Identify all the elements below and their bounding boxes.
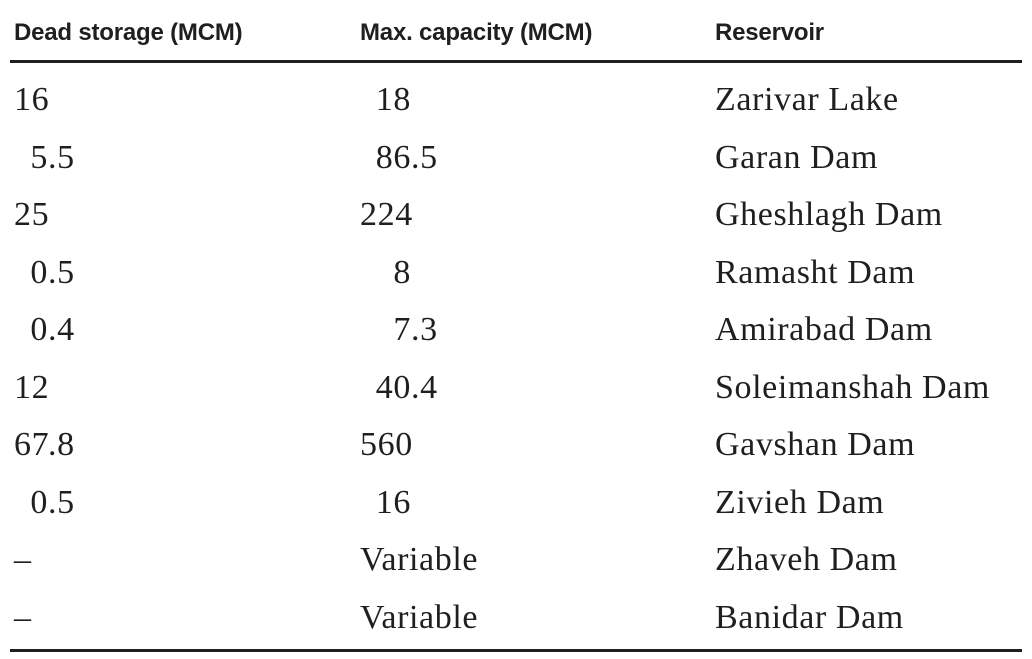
table-row: 12 40.4 Soleimanshah Dam — [10, 359, 1022, 417]
cell-dead-storage: 25 — [10, 186, 356, 244]
cell-dead-storage: 5.5 — [10, 129, 356, 187]
column-header-max-capacity: Max. capacity (MCM) — [360, 19, 593, 46]
cell-reservoir: Zivieh Dam — [715, 483, 885, 521]
integer-part: 40 — [375, 368, 411, 406]
table-row: 16 18 Zarivar Lake — [10, 71, 1022, 129]
cell-reservoir: Banidar Dam — [715, 598, 904, 636]
cell-max-capacity: 18 — [356, 71, 711, 129]
cell-dead-storage: 0.5 — [10, 474, 356, 532]
cell-dead-storage: – — [14, 598, 32, 636]
cell-dead-storage: 0.5 — [10, 244, 356, 302]
integer-part: 16 — [14, 81, 50, 118]
table-row: 0.5 16 Zivieh Dam — [10, 474, 1022, 532]
integer-part: 7 — [393, 311, 411, 348]
integer-part: 16 — [375, 483, 411, 521]
cell-dead-storage: – — [14, 541, 32, 578]
cell-reservoir: Soleimanshah Dam — [715, 368, 990, 406]
cell-max-capacity: 16 — [356, 474, 711, 532]
integer-part: 0 — [30, 483, 48, 521]
table-row: – Variable Zhaveh Dam — [10, 531, 1022, 589]
bottom-rule — [10, 649, 1022, 652]
cell-dead-storage: 12 — [10, 359, 356, 417]
fraction-part: .5 — [48, 253, 75, 291]
header-rule — [10, 60, 1022, 63]
table-row: 0.4 7.3 Amirabad Dam — [10, 301, 1022, 359]
integer-part: 560 — [360, 426, 413, 463]
table-row: 0.5 8 Ramasht Dam — [10, 244, 1022, 302]
cell-max-capacity: Variable — [360, 541, 479, 578]
cell-reservoir: Gheshlagh Dam — [715, 196, 943, 233]
cell-dead-storage: 16 — [10, 71, 356, 129]
integer-part: 0 — [30, 311, 48, 348]
cell-max-capacity: 8 — [356, 244, 711, 302]
integer-part: 8 — [393, 253, 411, 291]
fraction-part: .3 — [411, 311, 438, 348]
cell-dead-storage: 67.8 — [10, 416, 356, 474]
integer-part: 5 — [30, 138, 48, 176]
fraction-part: .4 — [48, 311, 75, 348]
cell-reservoir: Zarivar Lake — [715, 81, 899, 118]
table-row: 67.8 560 Gavshan Dam — [10, 416, 1022, 474]
reservoir-capacity-table: Dead storage (MCM) Max. capacity (MCM) R… — [10, 0, 1022, 652]
integer-part: 67 — [14, 426, 50, 463]
column-header-reservoir: Reservoir — [715, 19, 824, 46]
cell-reservoir: Gavshan Dam — [715, 426, 916, 463]
cell-reservoir: Ramasht Dam — [715, 253, 916, 291]
cell-max-capacity: Variable — [360, 598, 479, 636]
integer-part: 86 — [375, 138, 411, 176]
cell-max-capacity: 40.4 — [356, 359, 711, 417]
table-row: – Variable Banidar Dam — [10, 589, 1022, 647]
table-row: 25 224 Gheshlagh Dam — [10, 186, 1022, 244]
cell-reservoir: Zhaveh Dam — [715, 541, 898, 578]
cell-max-capacity: 86.5 — [356, 129, 711, 187]
table-header-row: Dead storage (MCM) Max. capacity (MCM) R… — [10, 0, 1022, 60]
table-body: 16 18 Zarivar Lake 5.5 86.5 Garan Dam 25… — [10, 63, 1022, 646]
integer-part: 12 — [14, 368, 50, 406]
cell-reservoir: Garan Dam — [715, 138, 879, 176]
cell-max-capacity: 7.3 — [356, 301, 711, 359]
column-header-dead-storage: Dead storage (MCM) — [14, 19, 243, 46]
fraction-part: .8 — [48, 426, 75, 463]
integer-part: 0 — [30, 253, 48, 291]
fraction-part: .5 — [48, 138, 75, 176]
fraction-part: .5 — [48, 483, 75, 521]
cell-reservoir: Amirabad Dam — [715, 311, 933, 348]
integer-part: 25 — [14, 196, 50, 233]
cell-dead-storage: 0.4 — [10, 301, 356, 359]
cell-max-capacity: 560 — [356, 416, 711, 474]
fraction-part: .4 — [411, 368, 438, 406]
table-row: 5.5 86.5 Garan Dam — [10, 129, 1022, 187]
fraction-part: .5 — [411, 138, 438, 176]
integer-part: 224 — [360, 196, 413, 233]
cell-max-capacity: 224 — [356, 186, 711, 244]
integer-part: 18 — [375, 81, 411, 118]
